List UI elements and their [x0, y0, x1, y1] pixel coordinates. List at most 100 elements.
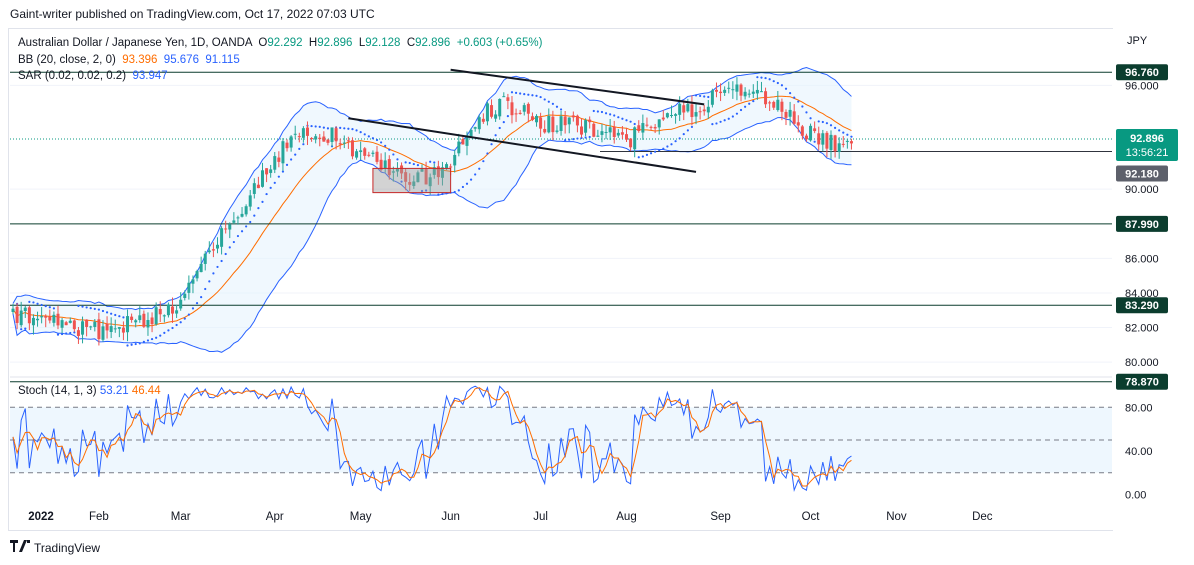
- candle-body: [187, 282, 191, 293]
- sar-dot: [44, 305, 47, 308]
- sar-dot: [339, 126, 342, 129]
- sar-dot: [703, 95, 706, 98]
- legend-sar-row[interactable]: SAR (0.02, 0.02, 0.2) 93.947: [18, 68, 542, 85]
- candle: [76, 326, 80, 344]
- sar-dot: [310, 124, 313, 128]
- candle: [845, 138, 849, 149]
- candle: [293, 125, 297, 139]
- sar-dot: [118, 315, 121, 318]
- sar-dot: [850, 135, 853, 138]
- candle: [191, 275, 195, 294]
- candle: [121, 321, 125, 341]
- candle: [334, 126, 338, 150]
- candle-body: [817, 133, 821, 145]
- sar-dot: [842, 131, 845, 134]
- candle: [813, 121, 817, 134]
- candle: [719, 83, 723, 102]
- candle: [93, 319, 97, 332]
- candle-body: [305, 127, 309, 136]
- tradingview-logo[interactable]: TradingView: [10, 540, 100, 555]
- candle-body: [310, 137, 314, 139]
- candle: [821, 129, 825, 152]
- sar-dot: [817, 120, 820, 123]
- candle-body: [530, 116, 534, 120]
- candle: [461, 135, 465, 145]
- candle: [440, 161, 444, 186]
- y-tick-label: 90.000: [1125, 184, 1159, 196]
- level-tag: [1116, 373, 1168, 390]
- candle: [60, 317, 64, 334]
- sar-dot: [408, 161, 411, 165]
- sar-dot: [359, 131, 362, 134]
- candle-body: [150, 317, 154, 325]
- demand-zone-box[interactable]: [372, 167, 452, 194]
- candles[interactable]: [11, 77, 853, 346]
- axes: JPY80.00082.00084.00086.00090.00096.0009…: [28, 35, 1178, 523]
- candle: [530, 112, 534, 122]
- sar-dot: [772, 80, 775, 83]
- candle: [318, 133, 322, 147]
- candle-body: [436, 166, 440, 178]
- candle: [804, 133, 808, 142]
- candle-body: [183, 293, 187, 299]
- sar-dot: [355, 129, 358, 132]
- candle: [101, 320, 105, 342]
- candle: [277, 151, 281, 168]
- candle-body: [203, 253, 207, 264]
- candle: [641, 114, 645, 140]
- level-tag: [1116, 64, 1168, 81]
- candle: [559, 110, 563, 136]
- candle: [633, 126, 637, 158]
- stoch-d-value: 46.44: [131, 385, 161, 397]
- sar-dot: [224, 252, 227, 256]
- legend-symbol[interactable]: Australian Dollar / Japanese Yen, 1D, OA…: [18, 37, 252, 49]
- candle-body: [706, 106, 710, 113]
- candle: [113, 319, 117, 333]
- candle-body: [772, 101, 776, 108]
- candle: [150, 312, 154, 333]
- legend-bb-row[interactable]: BB (20, close, 2, 0) 93.396 95.676 91.11…: [18, 52, 542, 69]
- candle-body: [273, 156, 277, 170]
- candle-body: [804, 135, 808, 140]
- candle: [637, 120, 641, 133]
- candle: [375, 145, 379, 165]
- candle-body: [494, 114, 498, 119]
- candle-body: [322, 136, 326, 142]
- candle-body: [755, 89, 759, 94]
- candle: [273, 151, 277, 174]
- candle-body: [432, 167, 436, 175]
- candle-body: [669, 115, 673, 117]
- candle-body: [121, 327, 125, 333]
- sar-dot: [633, 122, 636, 126]
- candle: [629, 138, 633, 151]
- candle: [800, 124, 804, 140]
- candle-body: [567, 117, 571, 125]
- candle-body: [776, 99, 780, 111]
- candle: [731, 81, 735, 99]
- candle: [367, 151, 371, 158]
- drawings[interactable]: [348, 68, 705, 194]
- candle: [616, 129, 620, 138]
- trendline-0[interactable]: [450, 68, 705, 106]
- candle-body: [15, 306, 19, 323]
- candle: [657, 119, 661, 135]
- sar-dot: [163, 331, 166, 334]
- level-tag-label: 87.990: [1125, 219, 1159, 231]
- sar-dot: [159, 334, 162, 337]
- candle-body: [330, 127, 334, 142]
- sar-dot: [392, 153, 395, 156]
- candle: [555, 125, 559, 134]
- sar-dot: [195, 302, 199, 305]
- trendline-1[interactable]: [348, 117, 697, 173]
- candle-body: [76, 330, 80, 336]
- sar-dot: [744, 105, 747, 108]
- candle-body: [710, 90, 714, 105]
- candle-body: [714, 89, 718, 92]
- candle-body: [138, 315, 142, 321]
- candle: [518, 109, 522, 115]
- candle-body: [759, 91, 763, 93]
- stoch-legend[interactable]: Stoch (14, 1, 3) 53.21 46.44: [18, 385, 161, 397]
- sar-dot: [200, 296, 203, 299]
- sar-dot: [110, 312, 113, 315]
